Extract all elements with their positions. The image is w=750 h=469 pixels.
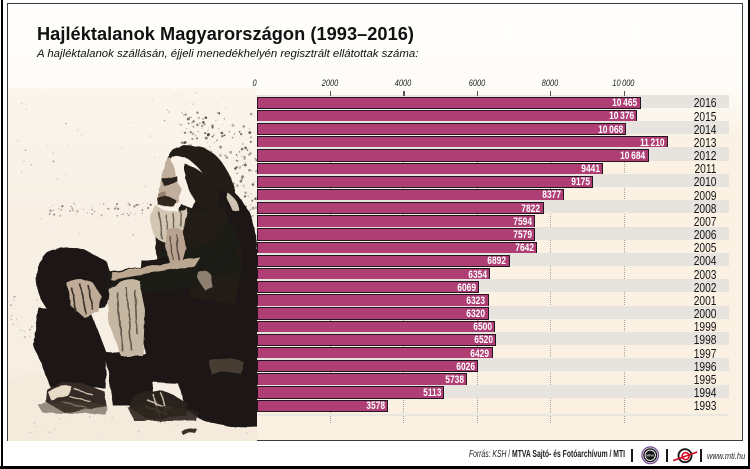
svg-text:MTVA: MTVA [646,454,653,458]
